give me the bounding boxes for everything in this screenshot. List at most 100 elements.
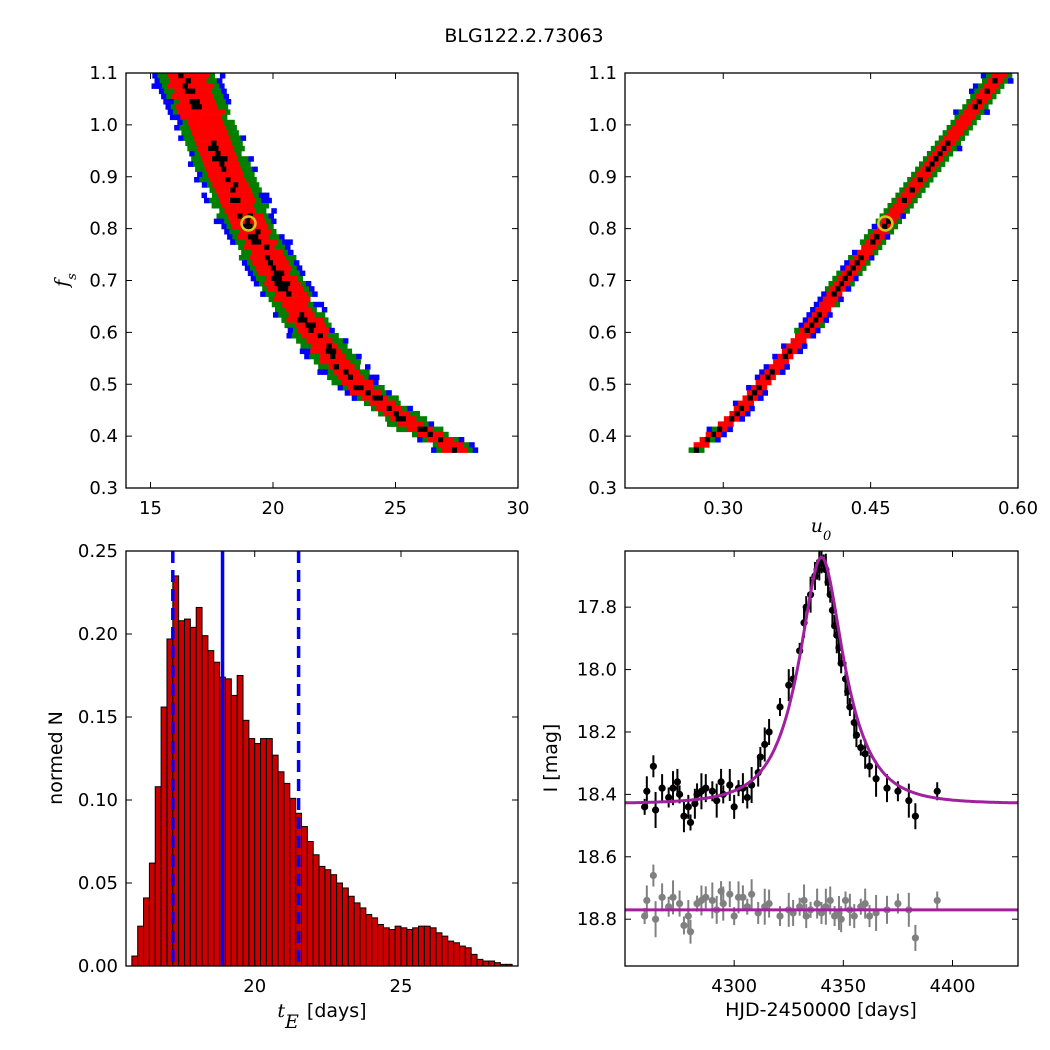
axis-ticks-c: 20 25 0.00 0.05 0.10 0.15 0.20 0.25 (78, 541, 518, 997)
heatmap-cell (179, 88, 186, 95)
heatmap-cell (386, 390, 392, 396)
heatmap-cell (232, 234, 238, 240)
heatmap-cell (268, 296, 275, 303)
heatmap-cell (241, 260, 248, 266)
heatmap-cell (236, 151, 242, 157)
heatmap-cell (941, 145, 947, 152)
y-tick-label: 18.8 (577, 909, 617, 930)
histogram-bar (365, 914, 373, 967)
heatmap-cell (333, 364, 340, 370)
heatmap-cell (757, 390, 763, 396)
heatmap-cell (348, 385, 354, 391)
heatmap-cell (342, 374, 349, 381)
heatmap-cell (218, 145, 224, 152)
heatmap-cell (940, 140, 946, 147)
heatmap-cell (183, 73, 189, 79)
heatmap-cell (443, 442, 449, 448)
heatmap-cell (749, 405, 755, 412)
heatmap-cell (225, 99, 232, 105)
heatmap-cell (728, 421, 734, 427)
heatmap-cell (199, 151, 206, 157)
heatmap-cell (200, 125, 206, 131)
heatmap-cell (245, 161, 251, 167)
heatmap-cell (863, 234, 870, 240)
heatmap-cell (980, 73, 987, 79)
y-tick-label: 18.6 (577, 847, 617, 868)
heatmap-cell (283, 286, 289, 292)
heatmap-cell (234, 145, 240, 152)
heatmap-cell (288, 312, 295, 318)
heatmap-cell (257, 260, 263, 266)
heatmap-cell (385, 416, 391, 422)
heatmap-cell (920, 187, 926, 193)
heatmap-cell (186, 130, 193, 136)
histogram-bar (429, 927, 437, 967)
heatmap-cell (326, 322, 332, 329)
heatmap-cell (312, 333, 318, 339)
x-tick-label: 4300 (711, 976, 757, 997)
heatmap-cell (202, 145, 209, 152)
heatmap-cell (247, 260, 253, 266)
heatmap-cell (315, 322, 322, 329)
histogram-bar (464, 947, 472, 967)
histogram-bar (154, 786, 162, 967)
histogram-bar (213, 661, 221, 967)
heatmap-cell (760, 379, 767, 386)
heatmap-cell (255, 275, 262, 282)
heatmap-cell (187, 145, 193, 152)
heatmap-cell (367, 379, 374, 386)
heatmap-cell (285, 281, 291, 287)
residual-point (658, 893, 666, 901)
heatmap-cell (205, 88, 212, 95)
heatmap-cell (833, 281, 840, 287)
heatmap-cell (234, 218, 241, 225)
heatmap-cell (892, 223, 898, 230)
heatmap-cell (846, 270, 853, 277)
heatmap-cell (830, 286, 836, 292)
heatmap-cell (778, 359, 784, 365)
heatmap-cell (197, 93, 203, 100)
heatmap-cell (251, 177, 257, 183)
heatmap-cell (950, 140, 956, 147)
heatmap-cell (393, 411, 400, 417)
heatmap-cell (175, 78, 181, 84)
heatmap-cell (781, 348, 788, 355)
histogram-bar (242, 719, 250, 967)
heatmap-cell (214, 197, 220, 204)
heatmap-cell (312, 317, 319, 323)
heatmap-cell (822, 296, 829, 303)
heatmap-cell (950, 119, 956, 126)
x-tick-label: 0.30 (703, 498, 743, 519)
heatmap-cell (387, 421, 393, 427)
residual-point (719, 899, 727, 908)
heatmap-cell (258, 234, 264, 240)
heatmap-cell (916, 171, 922, 178)
heatmap-cell (195, 125, 201, 131)
heatmap-cell (432, 431, 439, 438)
residual-point (651, 915, 660, 923)
heatmap-cell (154, 78, 160, 84)
heatmap-cell (834, 301, 841, 308)
heatmap-cell (250, 208, 256, 214)
heatmap-cell (208, 145, 214, 152)
data-point (675, 790, 684, 798)
y-tick-label: 0.05 (78, 873, 118, 894)
axis-ticks-d: 4300 4350 4400 17.8 18.0 18.2 18.4 18.6 18.8 (577, 551, 1018, 997)
heatmap-cell (212, 104, 218, 110)
heatmap-cell (240, 187, 247, 193)
heatmap-cell (807, 317, 814, 323)
heatmap-cell (241, 166, 248, 173)
heatmap-cell (223, 171, 229, 178)
heatmap-cell (253, 234, 259, 240)
heatmap-cell (342, 338, 349, 344)
heatmap-cell (268, 213, 274, 219)
heatmap-cell (304, 353, 310, 360)
histogram-bar (306, 841, 314, 967)
panel-lightcurve: 4300 4350 4400 17.8 18.0 18.2 18.4 18.6 18.8 I [… (540, 550, 1019, 1021)
heatmap-cell (296, 291, 303, 297)
heatmap-cell (874, 234, 880, 240)
heatmap-cell (190, 88, 196, 95)
heatmap-cell (249, 255, 255, 261)
heatmap-cell (230, 197, 236, 204)
heatmap-cell (794, 327, 800, 334)
